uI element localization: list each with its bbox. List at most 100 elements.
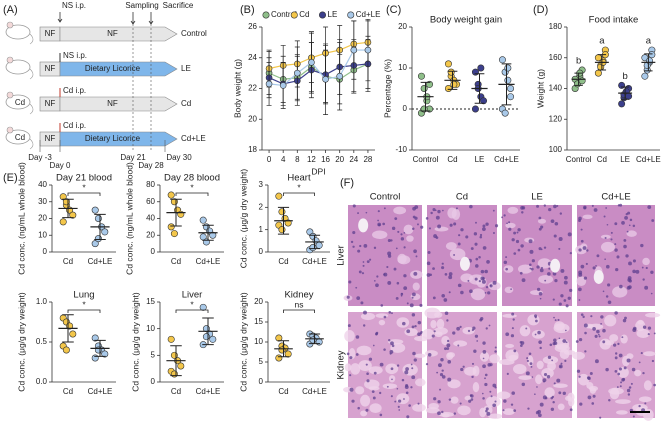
nucleus [562, 339, 567, 343]
nucleus [525, 327, 528, 330]
tissue-texture [622, 355, 630, 367]
nucleus [528, 239, 533, 244]
nucleus [482, 224, 486, 228]
point [199, 303, 207, 311]
point [477, 64, 485, 72]
legend-marker [290, 11, 298, 19]
nucleus [410, 386, 413, 389]
nucleus [460, 228, 464, 232]
nucleus [480, 269, 485, 274]
point [278, 208, 286, 216]
tissue-texture [360, 394, 371, 407]
x-tick-label: 12 [307, 155, 316, 164]
tissue-texture [402, 363, 418, 376]
point [507, 85, 515, 93]
nucleus [462, 365, 465, 368]
tissue-texture [375, 313, 389, 318]
nucleus [383, 207, 386, 210]
nucleus [591, 204, 594, 207]
x-tick-label: 24 [349, 155, 358, 164]
point [504, 64, 512, 72]
y-tick-label: 20 [398, 22, 407, 31]
tissue-texture [544, 387, 555, 398]
nucleus [632, 259, 637, 263]
point [309, 336, 317, 344]
nucleus [350, 240, 354, 244]
tissue-texture [397, 255, 411, 265]
nucleus [547, 272, 551, 276]
x-tick-label: Cd+LE [88, 257, 113, 266]
nucleus [444, 273, 448, 276]
nucleus [619, 385, 622, 388]
nucleus [365, 211, 368, 214]
nucleus [644, 285, 649, 290]
tissue-texture [559, 348, 570, 360]
y-tick-label: 10 [398, 63, 407, 72]
tissue-texture [447, 207, 457, 219]
nucleus [554, 319, 557, 322]
nucleus [408, 404, 411, 407]
nucleus [446, 347, 450, 350]
group-label: Cd+LE [181, 134, 206, 143]
nucleus [625, 254, 629, 258]
nucleus [459, 402, 462, 405]
nucleus [605, 207, 608, 209]
y-tick-label: 22 [248, 84, 257, 93]
sd-bar [94, 213, 106, 240]
segment-label: NF [45, 64, 56, 73]
tissue-texture [504, 286, 514, 294]
mouse-icon [5, 24, 31, 40]
tissue-texture [645, 312, 661, 318]
tissue-texture [485, 396, 501, 408]
nucleus [412, 206, 416, 211]
nucleus [375, 283, 379, 288]
injection-label: Cd i.p. [63, 86, 86, 95]
tissue-texture [425, 407, 440, 414]
injection-label: Cd i.p. [63, 121, 86, 130]
nucleus [528, 352, 532, 356]
panel-label: (B) [240, 4, 255, 16]
tissue-texture [588, 323, 604, 330]
nucleus [373, 371, 377, 375]
y-tick-label: 80 [146, 180, 155, 189]
nucleus [387, 251, 392, 256]
nucleus [569, 252, 572, 255]
nucleus [608, 398, 611, 402]
nucleus [441, 266, 445, 270]
nucleus [551, 359, 554, 362]
nucleus [650, 292, 653, 295]
nucleus [630, 382, 633, 385]
tissue-texture [412, 282, 420, 291]
nucleus [506, 372, 509, 375]
tissue-texture [609, 334, 619, 342]
nucleus [489, 363, 493, 367]
nucleus [653, 383, 656, 387]
nucleus [553, 382, 556, 385]
nucleus [560, 268, 565, 273]
sd-bar [94, 339, 106, 357]
tissue-texture [355, 386, 365, 395]
nucleus [591, 402, 595, 405]
nucleus [552, 298, 555, 301]
nucleus [539, 402, 544, 407]
nucleus [394, 400, 397, 403]
nucleus [613, 343, 617, 347]
nucleus [452, 331, 456, 335]
nucleus [437, 363, 442, 368]
nucleus [441, 293, 445, 298]
nucleus [529, 362, 533, 366]
nucleus [355, 353, 359, 356]
sd-bar [202, 317, 214, 346]
tissue-texture [453, 340, 468, 347]
y-tick-label: 3 [259, 180, 264, 189]
y-tick-label: 0 [43, 247, 48, 256]
histology-image [496, 312, 576, 418]
point [641, 72, 649, 80]
nucleus [645, 266, 648, 270]
nucleus [557, 318, 560, 322]
nucleus [403, 286, 408, 291]
point [91, 240, 99, 248]
nucleus [553, 338, 557, 343]
nucleus [352, 245, 355, 248]
nucleus [406, 415, 410, 419]
